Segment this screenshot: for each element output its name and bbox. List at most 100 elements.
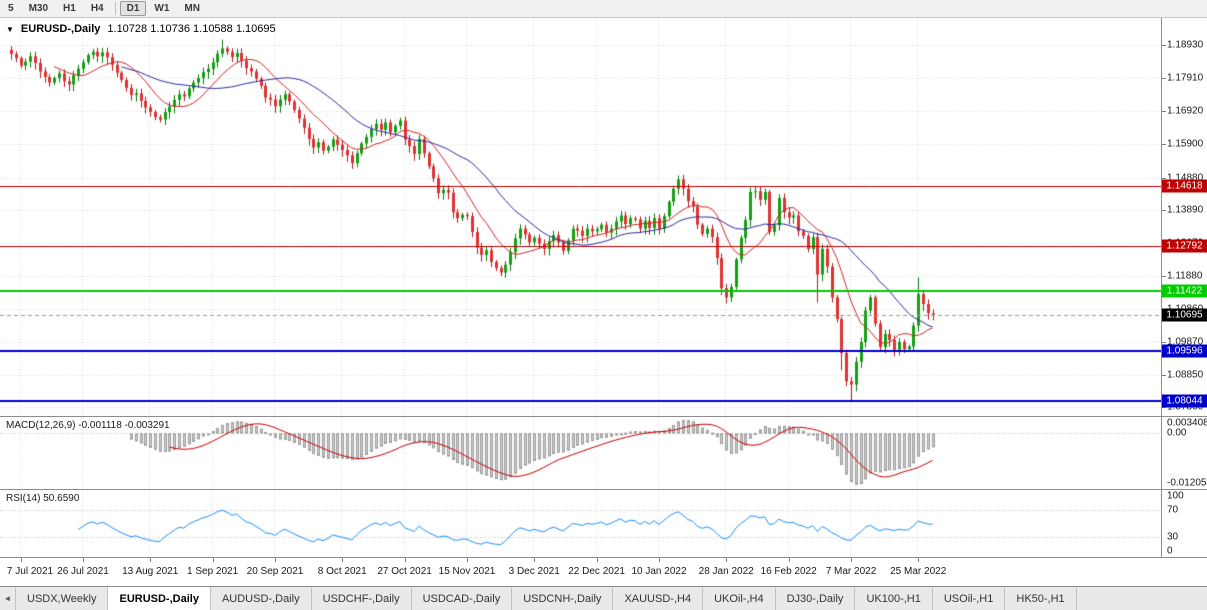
chart-tab-uk100-h1[interactable]: UK100-,H1 xyxy=(855,587,933,610)
tabs-scroll-left-button[interactable]: ◄ xyxy=(0,587,16,610)
price-tick-mark xyxy=(1162,210,1166,211)
time-axis-label: 7 Jul 2021 xyxy=(6,566,54,577)
macd-axis-zero: 0.00 xyxy=(1167,427,1187,439)
chart-tab-usoil-h1[interactable]: USOil-,H1 xyxy=(932,587,1006,610)
rsi-axis-label: 100 xyxy=(1167,490,1184,502)
chart-tab-audusd-daily[interactable]: AUDUSD-,Daily xyxy=(210,587,312,610)
time-axis-label: 3 Dec 2021 xyxy=(508,566,560,577)
chart-ohlc-values: 1.10728 1.10736 1.10588 1.10695 xyxy=(107,23,276,35)
timeframe-button-m30[interactable]: M30 xyxy=(28,3,49,14)
macd-label: MACD(12,26,9) -0.001118 -0.003291 xyxy=(6,420,170,431)
chart-tab-usdx-weekly[interactable]: USDX,Weekly xyxy=(16,587,109,610)
level-price-badge: 1.09596 xyxy=(1162,344,1207,358)
rsi-indicator-canvas[interactable] xyxy=(0,490,1161,557)
price-tick-label: 1.18930 xyxy=(1167,39,1204,51)
rsi-axis-label: 70 xyxy=(1167,504,1179,516)
rsi-label: RSI(14) 50.6590 xyxy=(6,493,80,504)
timeframe-button-h1[interactable]: H1 xyxy=(63,3,76,14)
chart-title: ▼ EURUSD-,Daily 1.10728 1.10736 1.10588 … xyxy=(6,23,276,35)
level-price-badge: 1.08044 xyxy=(1162,394,1207,408)
time-axis-label: 16 Feb 2022 xyxy=(760,566,817,577)
time-axis-label: 8 Oct 2021 xyxy=(317,566,367,577)
time-tick-mark xyxy=(83,558,84,562)
current-price-badge: 1.10695 xyxy=(1162,308,1207,322)
symbol-dropdown-icon[interactable]: ▼ xyxy=(6,24,14,34)
level-price-badge: 1.11422 xyxy=(1162,284,1207,298)
timeframe-button-d1[interactable]: D1 xyxy=(119,1,147,16)
time-axis-label: 20 Sep 2021 xyxy=(246,566,304,577)
price-tick-mark xyxy=(1162,111,1166,112)
chart-tab-usdcnh-daily[interactable]: USDCNH-,Daily xyxy=(512,587,614,610)
timeframe-toolbar: 5 M30 H1 H4 D1 W1 MN xyxy=(0,0,1207,18)
rsi-axis[interactable]: 100 70 30 0 xyxy=(1161,490,1207,557)
timeframe-button-mn[interactable]: MN xyxy=(184,3,200,14)
time-tick-mark xyxy=(342,558,343,562)
time-tick-mark xyxy=(851,558,852,562)
chart-symbol-label: EURUSD-,Daily xyxy=(20,23,101,35)
price-tick-mark xyxy=(1162,78,1166,79)
time-axis-label: 10 Jan 2022 xyxy=(631,566,687,577)
time-tick-mark xyxy=(789,558,790,562)
chart-tab-ukoil-h4[interactable]: UKOil-,H4 xyxy=(703,587,776,610)
toolbar-separator xyxy=(114,2,116,15)
time-tick-mark xyxy=(275,558,276,562)
time-tick-mark xyxy=(597,558,598,562)
time-axis-label: 25 Mar 2022 xyxy=(890,566,947,577)
price-tick-label: 1.15900 xyxy=(1167,138,1204,150)
price-tick-label: 1.09870 xyxy=(1167,336,1204,348)
timeframe-button-w1[interactable]: W1 xyxy=(154,3,170,14)
rsi-axis-label: 0 xyxy=(1167,545,1173,557)
price-tick-label: 1.16920 xyxy=(1167,105,1204,117)
price-tick-mark xyxy=(1162,144,1166,145)
rsi-plot: RSI(14) 50.6590 xyxy=(0,490,1161,557)
timeframe-button-5[interactable]: 5 xyxy=(8,3,14,14)
time-tick-mark xyxy=(21,558,22,562)
time-tick-mark xyxy=(534,558,535,562)
time-tick-mark xyxy=(726,558,727,562)
time-tick-mark xyxy=(659,558,660,562)
price-tick-label: 1.13890 xyxy=(1167,204,1204,216)
chart-tab-hk50-h1[interactable]: HK50-,H1 xyxy=(1005,587,1077,610)
price-panel-row: ▼ EURUSD-,Daily 1.10728 1.10736 1.10588 … xyxy=(0,18,1207,417)
chart-tab-usdchf-daily[interactable]: USDCHF-,Daily xyxy=(311,587,412,610)
price-tick-mark xyxy=(1162,375,1166,376)
time-axis-label: 22 Dec 2021 xyxy=(568,566,625,577)
price-chart-canvas[interactable] xyxy=(0,18,1161,416)
chart-tab-xauusd-h4[interactable]: XAUUSD-,H4 xyxy=(613,587,704,610)
time-axis-label: 1 Sep 2021 xyxy=(187,566,239,577)
chart-tab-dj30-daily[interactable]: DJ30-,Daily xyxy=(775,587,856,610)
price-tick-label: 1.08850 xyxy=(1167,369,1204,381)
chart-tabs-bar: ◄ USDX,Weekly EURUSD-,Daily AUDUSD-,Daily US… xyxy=(0,586,1207,610)
time-axis-label: 28 Jan 2022 xyxy=(698,566,754,577)
time-axis-label: 27 Oct 2021 xyxy=(377,566,432,577)
price-tick-label: 1.17910 xyxy=(1167,72,1204,84)
macd-panel-row: MACD(12,26,9) -0.001118 -0.003291 0.0034… xyxy=(0,417,1207,490)
chart-tab-eurusd-daily[interactable]: EURUSD-,Daily xyxy=(108,587,211,610)
time-tick-mark xyxy=(213,558,214,562)
rsi-panel-row: RSI(14) 50.6590 100 70 30 0 xyxy=(0,490,1207,558)
price-tick-mark xyxy=(1162,178,1166,179)
price-tick-mark xyxy=(1162,342,1166,343)
time-axis-label: 13 Aug 2021 xyxy=(122,566,179,577)
price-tick-label: 1.14880 xyxy=(1167,172,1204,184)
macd-axis-max: 0.003408 xyxy=(1167,417,1207,429)
price-tick-mark xyxy=(1162,45,1166,46)
macd-indicator-canvas[interactable] xyxy=(0,417,1161,489)
macd-axis-min: -0.012054 xyxy=(1167,477,1207,489)
time-tick-mark xyxy=(467,558,468,562)
level-price-badge: 1.14618 xyxy=(1162,179,1207,193)
chart-tab-usdcad-daily[interactable]: USDCAD-,Daily xyxy=(411,587,513,610)
time-axis-label: 26 Jul 2021 xyxy=(57,566,109,577)
price-tick-label: 1.11880 xyxy=(1167,270,1203,282)
time-axis-label: 7 Mar 2022 xyxy=(825,566,877,577)
time-tick-mark xyxy=(150,558,151,562)
timeframe-button-h4[interactable]: H4 xyxy=(90,3,104,14)
time-axis[interactable]: 7 Jul 2021 26 Jul 2021 13 Aug 2021 1 Sep 20… xyxy=(0,558,1207,586)
time-tick-mark xyxy=(405,558,406,562)
rsi-axis-label: 30 xyxy=(1167,531,1179,543)
level-price-badge: 1.12792 xyxy=(1162,239,1207,253)
price-tick-mark xyxy=(1162,276,1166,277)
price-axis[interactable]: 1.18930 1.17910 1.16920 1.15900 1.14880 1.138… xyxy=(1161,18,1207,416)
